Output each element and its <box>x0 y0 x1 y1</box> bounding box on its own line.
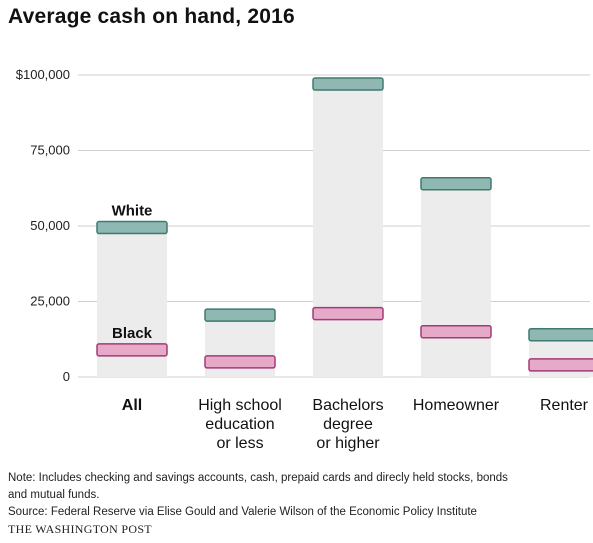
x-category-label: Renter <box>540 397 589 414</box>
bar-white <box>528 327 593 342</box>
y-tick-label: $100,000 <box>16 67 70 82</box>
chart-note: Note: Includes checking and savings acco… <box>8 470 588 538</box>
bar-black <box>204 355 276 369</box>
bar-white <box>96 220 168 235</box>
y-tick-label: 50,000 <box>30 218 70 233</box>
y-tick-label: 25,000 <box>30 294 70 309</box>
source-line: Source: Federal Reserve via Elise Gould … <box>8 506 477 518</box>
series-label-black: Black <box>112 325 153 342</box>
x-category-label: High school education or less <box>198 397 282 452</box>
y-tick-label: 0 <box>63 369 70 384</box>
y-tick-label: 75,000 <box>30 143 70 158</box>
bar-black <box>96 343 168 357</box>
bar-white <box>204 308 276 322</box>
publisher-brand: THE WASHINGTON POST <box>8 522 152 536</box>
bar-black <box>420 324 492 339</box>
x-category-label: Bachelors degree or higher <box>312 397 383 452</box>
bar-chart: 0 25,000 50,000 75,000 $100,000 All High schoo… <box>16 67 593 452</box>
note-line-1: Note: Includes checking and savings acco… <box>8 472 508 484</box>
range-bar <box>421 183 491 377</box>
series-label-white: White <box>112 203 153 220</box>
bar-white <box>312 77 384 91</box>
range-bar <box>313 84 383 377</box>
chart-title: Average cash on hand, 2016 <box>8 5 295 28</box>
bar-black <box>528 358 593 372</box>
bar-white <box>420 176 492 191</box>
note-line-2: and mutual funds. <box>8 489 100 501</box>
x-category-label: All <box>122 397 142 414</box>
x-category-label: Homeowner <box>413 397 500 414</box>
bar-black <box>312 306 384 321</box>
